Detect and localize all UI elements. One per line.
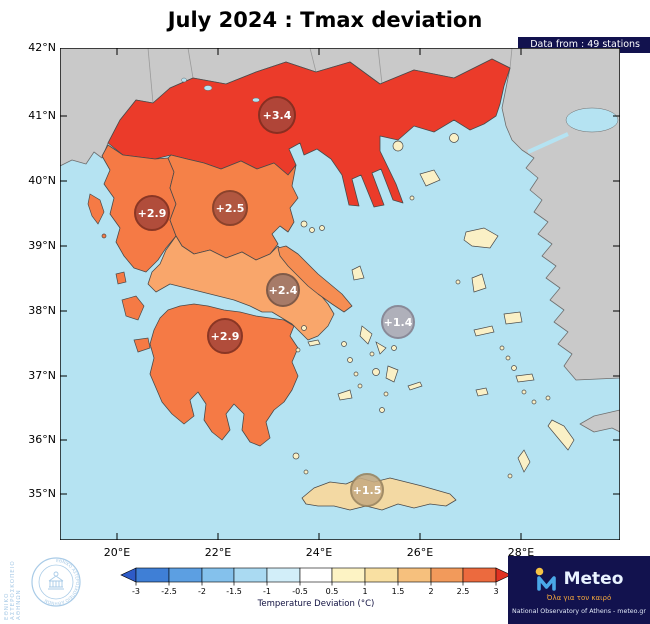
station-value: +2.9 [211,330,240,343]
station-circle [212,190,248,226]
svg-text:-3: -3 [132,587,140,596]
svg-text:-1: -1 [263,587,271,596]
y-axis-label-35n: 35°N [28,487,56,500]
svg-text:1: 1 [362,587,367,596]
station-marker-peloponnese: +2.9 [207,318,243,354]
station-circle [381,305,415,339]
station-circle [134,195,170,231]
x-axis-label-22e: 22°E [204,546,232,559]
x-axis-label-20e: 20°E [103,546,131,559]
svg-text:0.5: 0.5 [326,587,339,596]
meteo-logo-icon [535,567,556,591]
x-axis-label-28e: 28°E [507,546,535,559]
station-value: +1.5 [353,484,382,497]
colorbar-left-arrow [120,567,137,583]
svg-text:2.5: 2.5 [457,587,470,596]
station-marker-aegean: +1.4 [381,305,415,339]
y-axis-label-40n: 40°N [28,174,56,187]
station-marker-central-greece: +2.4 [266,273,300,307]
svg-text:1.5: 1.5 [392,587,405,596]
y-axis-label-42n: 42°N [28,41,56,54]
region-peloponnese [149,303,299,447]
colorbar-legend: -3 -2.5 -2 -1.5 -1 -0.5 0.5 1 1.5 2 2.5 … [120,567,512,609]
svg-text:-2.5: -2.5 [161,587,177,596]
y-axis-label-36n: 36°N [28,433,56,446]
meteo-footer-panel: Meteo Όλα για τον καιρό National Observa… [508,556,650,624]
station-circle [350,473,384,507]
colorbar-right-arrow [495,567,512,583]
colorbar-ticks [135,582,497,586]
y-axis-label-37n: 37°N [28,369,56,382]
x-axis-label-24e: 24°E [305,546,333,559]
station-circle [266,273,300,307]
y-axis-label-38n: 38°N [28,304,56,317]
station-marker-thessaly: +2.5 [212,190,248,226]
greece-map-svg: +3.4 +2.9 +2.5 +2.4 +2.9 +1.4 [59,47,621,541]
svg-text:-1.5: -1.5 [226,587,242,596]
station-value: +1.4 [384,316,413,329]
station-marker-epirus: +2.9 [134,195,170,231]
noa-side-text: ΕΘΝΙΚΟ ΑΣΤΕΡΟΣΚΟΠΕΙΟ ΑΘΗΝΩΝ [4,560,22,620]
colorbar-tick-labels: -3 -2.5 -2 -1.5 -1 -0.5 0.5 1 1.5 2 2.5 … [132,587,499,596]
station-value: +2.4 [269,284,298,297]
svg-text:3: 3 [493,587,498,596]
y-axis-label-41n: 41°N [28,109,56,122]
sea-of-marmara [527,107,619,154]
noa-seal-logo: ΕΘΝΙΚΟ ΑΣΤΕΡΟΣΚΟΠΕΙΟ ΑΘΗΝΩΝ [31,557,81,607]
meteo-brand-row: Meteo [535,566,624,592]
observatory-building-icon [48,571,64,590]
aegean-islands [292,133,575,479]
colorbar-segments [135,567,497,583]
axis-ticks [60,48,620,540]
meteo-tagline: Όλα για τον καιρό [546,593,612,602]
station-value: +3.4 [263,109,292,122]
lakes [181,77,260,103]
svg-text:-2: -2 [198,587,206,596]
country-borders [147,47,513,104]
svg-text:-0.5: -0.5 [292,587,308,596]
region-euboea [277,245,353,313]
page-title: July 2024 : Tmax deviation [167,8,483,32]
greece-map: +3.4 +2.9 +2.5 +2.4 +2.9 +1.4 [59,47,621,541]
station-value: +2.5 [216,202,245,215]
station-circle [207,318,243,354]
station-circle [258,96,296,134]
meteo-brand-text: Meteo [563,568,624,589]
x-axis-label-26e: 26°E [406,546,434,559]
colorbar-caption: Temperature Deviation (°C) [257,599,375,609]
svg-text:2: 2 [428,587,433,596]
meteo-attribution: National Observatory of Athens - meteo.g… [512,607,646,615]
y-axis-label-39n: 39°N [28,239,56,252]
ionian-islands [87,193,151,353]
station-marker-crete: +1.5 [350,473,384,507]
station-value: +2.9 [138,207,167,220]
station-marker-macedonia: +3.4 [258,96,296,134]
